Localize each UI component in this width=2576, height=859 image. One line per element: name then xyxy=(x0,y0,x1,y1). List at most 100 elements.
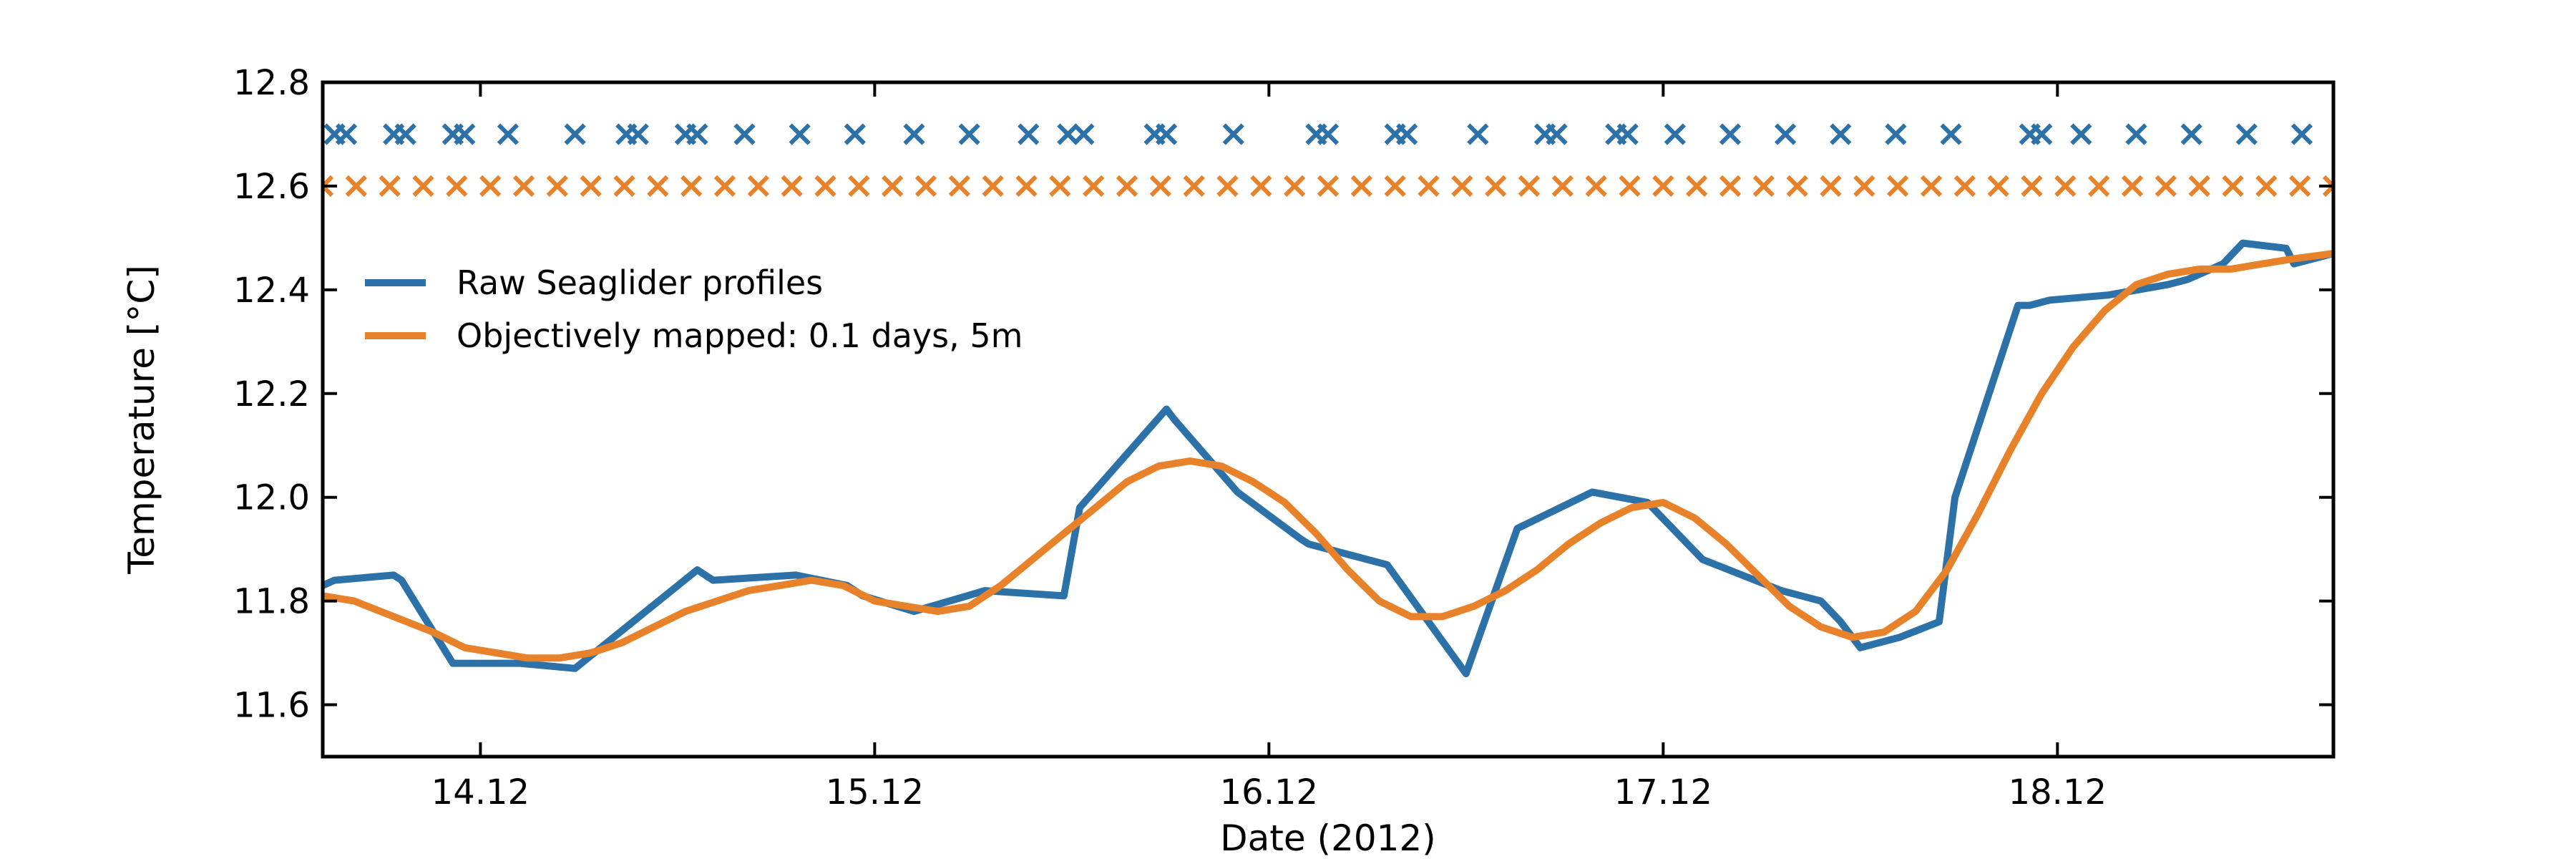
sample-marker-2 xyxy=(1652,175,1674,198)
sample-marker-2 xyxy=(1317,175,1340,198)
sample-marker-2 xyxy=(1887,175,1909,198)
sample-marker-2 xyxy=(1116,175,1138,198)
sample-marker-1 xyxy=(844,123,866,145)
y-axis-label: Temperature [°C] xyxy=(121,265,162,575)
y-tick-label: 12.4 xyxy=(233,271,310,311)
sample-marker-2 xyxy=(2054,175,2077,198)
sample-marker-1 xyxy=(2235,123,2258,145)
sample-marker-2 xyxy=(1083,175,1105,198)
x-axis-label: Date (2012) xyxy=(1220,817,1436,859)
sample-marker-2 xyxy=(546,175,568,198)
sample-marker-2 xyxy=(1987,175,2009,198)
sample-marker-2 xyxy=(713,175,736,198)
sample-marker-2 xyxy=(479,175,502,198)
sample-marker-2 xyxy=(2222,175,2244,198)
sample-marker-1 xyxy=(1467,123,1489,145)
sample-marker-1 xyxy=(1664,123,1686,145)
sample-marker-1 xyxy=(1057,123,1079,145)
sample-marker-2 xyxy=(580,175,602,198)
marker-layer xyxy=(323,123,2333,198)
y-tick-label: 11.6 xyxy=(233,686,310,726)
sample-marker-2 xyxy=(1585,175,1607,198)
tick-layer: 14.12 15.12 16.12 17.12 18.12 11.6 11.8 12.0 12.… xyxy=(233,63,2333,812)
sample-marker-1 xyxy=(789,123,811,145)
sample-marker-2 xyxy=(446,175,468,198)
sample-marker-2 xyxy=(2155,175,2177,198)
sample-marker-1 xyxy=(1073,123,1095,145)
sample-marker-2 xyxy=(680,175,703,198)
sample-marker-2 xyxy=(1518,175,1541,198)
sample-marker-1 xyxy=(1396,123,1418,145)
sample-marker-1 xyxy=(564,123,586,145)
sample-marker-2 xyxy=(1485,175,1507,198)
sample-marker-2 xyxy=(1149,175,1171,198)
x-tick-label: 18.12 xyxy=(2009,772,2107,812)
sample-marker-1 xyxy=(686,123,708,145)
sample-marker-1 xyxy=(1830,123,1852,145)
legend: Raw Seaglider profiles Objectively mapped… xyxy=(365,263,1023,355)
y-tick-label: 12.8 xyxy=(233,63,310,103)
sample-marker-2 xyxy=(914,175,937,198)
sample-marker-1 xyxy=(733,123,756,145)
sample-marker-2 xyxy=(1384,175,1406,198)
sample-marker-2 xyxy=(1183,175,1205,198)
plot-frame xyxy=(321,80,2336,759)
sample-marker-2 xyxy=(1551,175,1574,198)
sample-marker-2 xyxy=(2088,175,2110,198)
x-tick-label: 14.12 xyxy=(431,772,530,812)
sample-marker-1 xyxy=(2290,123,2313,145)
sample-marker-1 xyxy=(903,123,925,145)
sample-marker-1 xyxy=(958,123,980,145)
sample-marker-1 xyxy=(2125,123,2147,145)
sample-marker-2 xyxy=(1853,175,1875,198)
y-tick-label: 12.0 xyxy=(233,478,310,518)
legend-label-1: Raw Seaglider profiles xyxy=(457,263,823,302)
sample-marker-2 xyxy=(1049,175,1071,198)
sample-marker-2 xyxy=(1619,175,1641,198)
sample-marker-2 xyxy=(747,175,769,198)
sample-marker-1 xyxy=(1940,123,1962,145)
y-tick-label: 12.6 xyxy=(233,167,310,207)
sample-marker-2 xyxy=(2289,175,2311,198)
sample-marker-1 xyxy=(2031,123,2053,145)
y-tick-label: 12.2 xyxy=(233,374,310,414)
sample-marker-2 xyxy=(982,175,1004,198)
sample-marker-2 xyxy=(345,175,367,198)
y-tick-label: 11.8 xyxy=(233,582,310,622)
sample-marker-1 xyxy=(2180,123,2202,145)
sample-marker-1 xyxy=(1018,123,1040,145)
sample-marker-2 xyxy=(412,175,434,198)
sample-marker-2 xyxy=(379,175,401,198)
legend-label-2: Objectively mapped: 0.1 days, 5m xyxy=(457,316,1023,355)
sample-marker-2 xyxy=(1216,175,1239,198)
sample-marker-2 xyxy=(1015,175,1038,198)
sample-marker-2 xyxy=(1719,175,1742,198)
sample-marker-1 xyxy=(2070,123,2092,145)
sample-marker-2 xyxy=(647,175,669,198)
sample-marker-2 xyxy=(882,175,904,198)
series-line-2 xyxy=(323,250,2333,662)
sample-marker-2 xyxy=(1820,175,1842,198)
x-tick-label: 16.12 xyxy=(1220,772,1318,812)
sample-marker-2 xyxy=(2021,175,2043,198)
sample-marker-2 xyxy=(948,175,970,198)
sample-marker-2 xyxy=(814,175,836,198)
line-layer xyxy=(323,239,2333,678)
sample-marker-1 xyxy=(1775,123,1797,145)
sample-marker-1 xyxy=(1616,123,1639,145)
sample-marker-2 xyxy=(1418,175,1440,198)
sample-marker-1 xyxy=(1885,123,1907,145)
sample-marker-2 xyxy=(2188,175,2210,198)
sample-marker-1 xyxy=(394,123,416,145)
sample-marker-2 xyxy=(1250,175,1272,198)
sample-marker-2 xyxy=(1686,175,1708,198)
sample-marker-2 xyxy=(1920,175,1943,198)
sample-marker-1 xyxy=(1317,123,1340,145)
sample-marker-2 xyxy=(781,175,803,198)
sample-marker-1 xyxy=(627,123,649,145)
sample-marker-1 xyxy=(497,123,519,145)
sample-marker-2 xyxy=(2322,175,2333,198)
sample-marker-2 xyxy=(613,175,635,198)
